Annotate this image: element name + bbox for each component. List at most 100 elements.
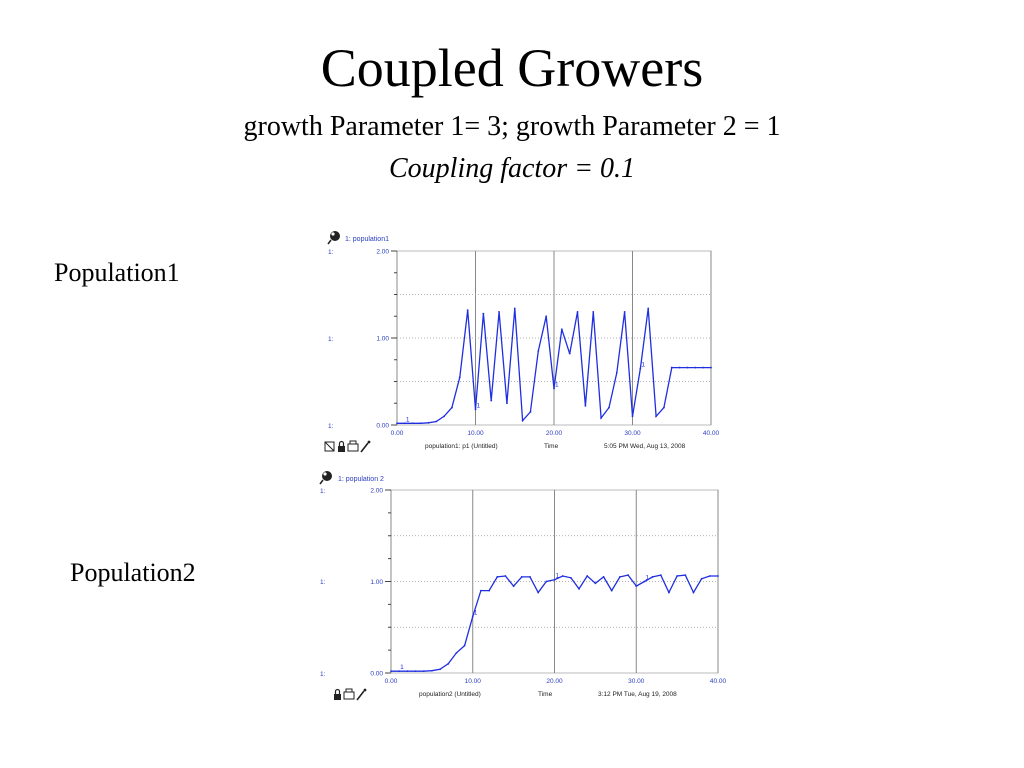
series-marker: 1 <box>474 609 478 616</box>
population1-chart-svg: 1: population1 1: 1: 1: 0.00 10.00 20.00 30… <box>324 231 720 453</box>
print-icon[interactable] <box>347 443 359 452</box>
chart-footer-timestamp: 5:05 PM Wed, Aug 13, 2008 <box>604 443 686 450</box>
data-point <box>692 591 695 594</box>
graph-pad-icon[interactable] <box>324 441 335 452</box>
data-point <box>600 417 602 419</box>
data-point <box>576 311 579 313</box>
data-point <box>529 576 531 578</box>
data-point <box>482 312 485 315</box>
print-icon[interactable] <box>343 691 355 700</box>
data-point <box>647 307 650 310</box>
series-marker: 1 <box>400 664 404 671</box>
x-tick-label: 10.00 <box>465 678 482 685</box>
data-point <box>419 422 422 425</box>
data-point <box>520 576 523 578</box>
data-point <box>480 589 482 592</box>
y-prefix: 1: <box>320 579 326 586</box>
population2-chart-svg: 1: population 2 1: 1: 1: 0.00 10.00 20.00 3… <box>319 471 727 701</box>
data-point <box>496 576 499 578</box>
data-point <box>537 591 540 594</box>
chart-legend-icon <box>319 471 332 485</box>
series-marker: 1 <box>556 573 560 580</box>
data-point <box>447 662 450 665</box>
chart-toolbar[interactable] <box>334 688 367 701</box>
lock-icon[interactable] <box>334 694 341 700</box>
y-prefix: 1: <box>328 423 334 430</box>
data-point <box>490 399 493 402</box>
x-tick-label: 40.00 <box>703 430 720 437</box>
data-point <box>710 366 712 369</box>
data-point <box>398 670 401 673</box>
data-point <box>430 669 433 672</box>
y-prefix: 1: <box>328 249 334 256</box>
data-point <box>659 574 662 576</box>
data-point <box>458 376 461 379</box>
data-point <box>443 415 445 418</box>
data-point <box>435 420 438 423</box>
y-prefix: 1: <box>320 671 326 678</box>
data-point <box>403 422 406 425</box>
data-point <box>396 422 398 425</box>
data-point <box>717 575 719 577</box>
chart-footer-timestamp: 3:12 PM Tue, Aug 19, 2008 <box>598 691 677 698</box>
data-point <box>678 366 681 369</box>
data-point <box>545 580 548 583</box>
data-point <box>608 406 610 409</box>
data-point <box>635 585 638 587</box>
x-tick-label: 20.00 <box>546 430 563 437</box>
data-point <box>586 575 589 577</box>
data-point <box>584 404 587 407</box>
data-point <box>686 366 689 369</box>
data-point <box>521 419 524 422</box>
data-point <box>627 574 629 576</box>
data-point <box>406 670 409 673</box>
chart-legend: 1: population 2 <box>338 476 384 483</box>
data-point <box>506 402 508 405</box>
data-point <box>471 615 474 618</box>
x-axis-label: Time <box>538 691 553 698</box>
data-point <box>676 575 679 577</box>
data-point <box>670 366 673 369</box>
magic-wand-icon[interactable] <box>360 442 369 453</box>
lock-icon[interactable] <box>338 446 345 452</box>
data-point <box>529 411 532 413</box>
y-tick-label: 2.00 <box>376 249 389 256</box>
data-point <box>411 422 414 425</box>
data-point <box>639 367 642 370</box>
x-tick-label: 30.00 <box>624 430 641 437</box>
data-point <box>610 589 613 592</box>
x-tick-label: 20.00 <box>546 678 563 685</box>
population1-chart: 1: population1 1: 1: 1: 0.00 10.00 20.00 30… <box>322 228 722 458</box>
x-tick-label: 0.00 <box>391 430 404 437</box>
slide-subtitle: growth Parameter 1= 3; growth Parameter … <box>243 111 781 142</box>
data-point <box>488 589 490 592</box>
data-point <box>655 415 657 418</box>
series-marker: 1 <box>645 575 649 582</box>
series-marker: 1 <box>477 402 481 409</box>
y-prefix: 1: <box>320 488 326 495</box>
x-tick-label: 30.00 <box>628 678 645 685</box>
magic-wand-icon[interactable] <box>356 690 365 701</box>
chart-footer-source: population1: p1 (Untitled) <box>425 443 498 450</box>
data-point <box>663 406 665 409</box>
data-point <box>561 575 564 577</box>
data-point <box>643 580 646 583</box>
slide-title: Coupled Growers <box>320 38 704 98</box>
y-tick-label: 2.00 <box>370 488 383 495</box>
data-point <box>390 670 392 673</box>
data-point <box>684 574 687 576</box>
data-point <box>553 387 555 390</box>
data-point <box>619 576 621 578</box>
population2-chart: 1: population 2 1: 1: 1: 0.00 10.00 20.00 3… <box>314 468 734 708</box>
data-point <box>702 366 705 369</box>
x-tick-label: 0.00 <box>385 678 398 685</box>
data-point <box>512 585 515 587</box>
data-point <box>578 587 580 590</box>
data-point <box>568 352 571 355</box>
data-point <box>537 350 540 352</box>
data-point <box>700 577 703 580</box>
chart-toolbar[interactable] <box>324 440 371 453</box>
y-tick-label: 1.00 <box>370 579 383 586</box>
series-marker: 1 <box>406 416 410 423</box>
series-marker: 1 <box>555 381 559 388</box>
